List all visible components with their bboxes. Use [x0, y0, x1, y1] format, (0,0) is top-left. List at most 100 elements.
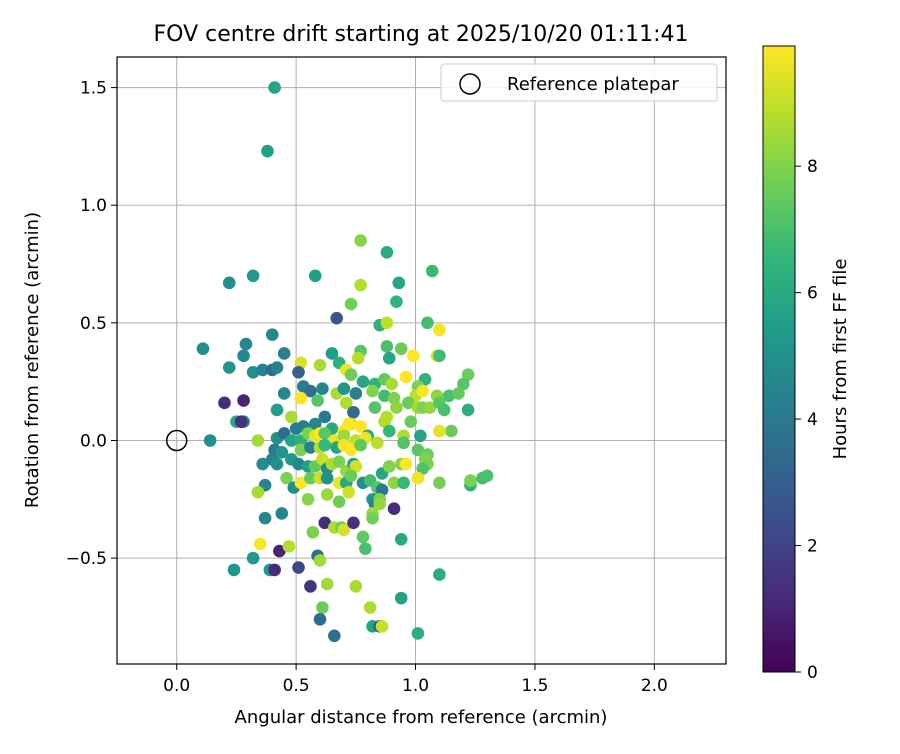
data-point — [304, 471, 317, 485]
data-point — [437, 403, 451, 417]
data-point — [342, 417, 355, 431]
data-point — [387, 391, 401, 405]
data-point — [325, 347, 339, 360]
data-point — [304, 384, 317, 398]
data-point — [222, 276, 236, 290]
data-point — [320, 577, 334, 591]
data-point — [258, 511, 272, 525]
data-point — [382, 351, 396, 365]
data-point — [433, 476, 446, 490]
data-point — [421, 316, 434, 330]
x-tick-label: 2.0 — [641, 676, 668, 696]
colorbar-gradient — [762, 45, 796, 673]
data-point — [442, 389, 456, 403]
data-point — [356, 375, 370, 388]
data-point — [414, 429, 427, 443]
data-point — [301, 493, 315, 506]
data-point — [234, 415, 248, 428]
data-point — [282, 540, 296, 553]
data-point — [375, 483, 389, 497]
data-point — [342, 485, 355, 499]
y-tick-label: −0.5 — [66, 549, 107, 569]
data-point — [256, 363, 269, 377]
data-point — [368, 401, 382, 414]
data-point — [318, 438, 332, 452]
data-point — [452, 387, 465, 400]
data-point — [277, 347, 291, 360]
data-point — [411, 627, 425, 640]
data-point — [397, 436, 410, 450]
data-point — [280, 471, 293, 485]
data-point — [332, 455, 346, 468]
legend-label: Reference platepar — [507, 74, 679, 95]
data-point — [304, 441, 317, 454]
data-point — [366, 511, 379, 525]
data-point — [425, 264, 439, 278]
data-point — [461, 403, 475, 417]
data-point — [423, 401, 437, 414]
data-point — [433, 568, 446, 581]
data-point — [344, 469, 358, 483]
data-point — [339, 396, 353, 410]
data-point — [480, 469, 494, 483]
data-point — [289, 422, 303, 436]
data-point — [354, 278, 367, 292]
plot-frame — [116, 56, 727, 665]
data-point — [344, 297, 358, 311]
data-point — [378, 415, 391, 428]
data-point — [237, 394, 250, 407]
data-point — [332, 495, 346, 508]
y-axis-label: Rotation from reference (arcmin) — [22, 212, 43, 508]
data-point — [347, 405, 360, 419]
data-point — [373, 497, 387, 511]
data-point — [285, 434, 298, 447]
data-point — [294, 476, 308, 490]
data-point — [349, 387, 363, 400]
data-point — [394, 342, 408, 356]
legend-box — [440, 63, 718, 102]
data-point — [349, 580, 363, 593]
data-point — [270, 457, 284, 471]
data-point — [351, 351, 365, 365]
data-point — [292, 561, 305, 574]
data-point — [316, 382, 329, 396]
data-point — [349, 460, 363, 473]
data-point — [366, 384, 379, 398]
data-point — [227, 563, 241, 577]
data-point — [394, 533, 408, 546]
data-point — [316, 601, 329, 614]
data-point — [371, 436, 384, 450]
y-tick-label: 1.5 — [80, 79, 107, 99]
data-point — [344, 368, 358, 381]
data-point — [246, 269, 260, 283]
data-point — [411, 443, 425, 457]
data-point — [390, 295, 403, 308]
x-axis-label: Angular distance from reference (arcmin) — [235, 707, 608, 728]
data-point — [464, 474, 477, 487]
data-point — [268, 81, 281, 94]
data-point — [380, 316, 394, 330]
data-point — [246, 551, 260, 565]
data-point — [237, 349, 250, 363]
data-point — [294, 391, 308, 405]
data-point — [328, 629, 341, 643]
data-point — [387, 476, 401, 490]
data-point — [318, 516, 332, 530]
data-point — [394, 591, 408, 605]
data-point — [222, 361, 236, 374]
data-point — [385, 377, 398, 391]
axis-ticks: 0.0 0.5 1.0 1.5 2.0 −0.5 0.0 0.5 1.0 1.5 — [66, 79, 668, 696]
colorbar-ticks: 0 2 4 6 8 — [795, 157, 818, 683]
data-point — [270, 361, 284, 374]
data-point — [380, 245, 394, 259]
x-tick-label: 0.0 — [163, 676, 190, 696]
data-point — [399, 457, 413, 471]
colorbar-tick-label: 2 — [807, 537, 818, 557]
data-point — [416, 462, 429, 476]
data-point — [433, 349, 446, 363]
data-point — [308, 269, 322, 283]
colorbar-tick-label: 0 — [807, 663, 818, 683]
y-tick-label: 0.5 — [80, 314, 107, 334]
y-tick-label: 1.0 — [80, 196, 107, 216]
